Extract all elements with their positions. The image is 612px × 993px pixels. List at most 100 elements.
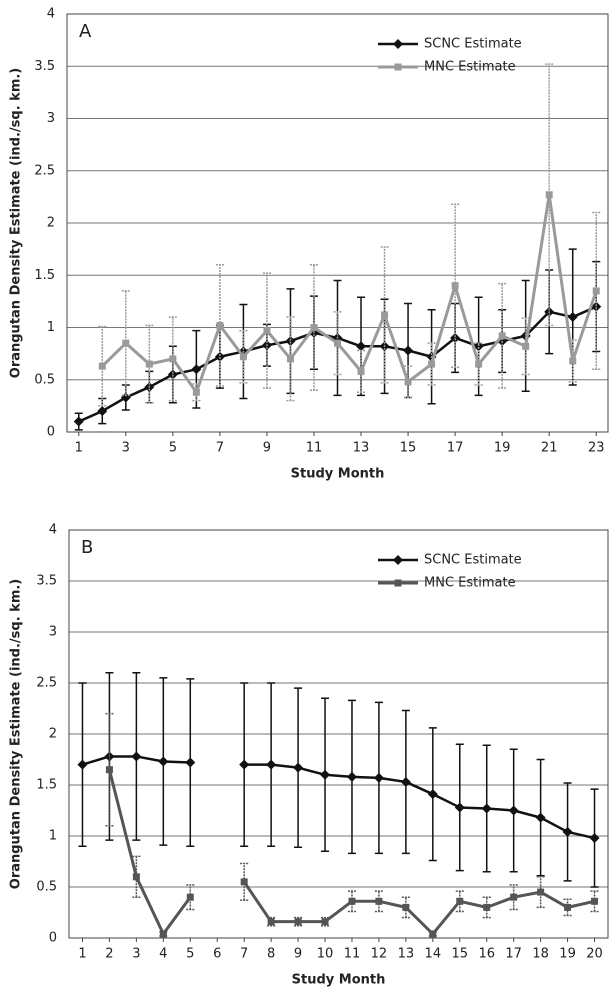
- series-line: [101, 193, 598, 394]
- x-tick-label: 1: [75, 441, 83, 456]
- y-tick-label: 1: [49, 829, 57, 844]
- series-line: [82, 755, 595, 840]
- data-point: [98, 362, 106, 370]
- x-tick-label: 5: [169, 441, 177, 456]
- data-point: [240, 878, 248, 886]
- legend-label: MNC Estimate: [424, 60, 516, 75]
- data-point: [373, 772, 384, 783]
- data-point: [285, 336, 296, 347]
- data-point: [454, 802, 465, 813]
- x-tick-label: 17: [505, 947, 522, 962]
- data-point: [122, 339, 130, 347]
- data-point: [592, 287, 600, 295]
- data-point: [357, 367, 365, 375]
- x-tick-label: 9: [263, 441, 271, 456]
- data-point: [545, 191, 553, 199]
- data-point: [569, 357, 577, 365]
- y-tick-label: 1.5: [36, 778, 57, 793]
- x-tick-label: 4: [159, 947, 167, 962]
- y-tick-label: 4: [47, 7, 55, 22]
- error-bar: [145, 324, 154, 404]
- y-tick-label: 2: [47, 216, 55, 231]
- x-tick-label: 19: [494, 441, 511, 456]
- x-tick-label: 18: [532, 947, 549, 962]
- x-tick-label: 12: [371, 947, 388, 962]
- x-tick-label: 19: [559, 947, 576, 962]
- error-bar: [168, 316, 177, 402]
- plot-frame: [66, 13, 609, 433]
- y-tick-label: 0: [47, 425, 55, 440]
- data-point: [346, 771, 357, 782]
- plot-frame: [68, 529, 609, 939]
- panel-label: B: [81, 537, 93, 558]
- x-tick-label: 13: [398, 947, 415, 962]
- error-bar: [474, 342, 483, 386]
- x-tick-label: 15: [452, 947, 469, 962]
- error-bar: [563, 898, 572, 917]
- y-axis-label: Orangutan Density Estimate (ind./sq. km.…: [9, 68, 24, 378]
- data-point: [562, 826, 573, 837]
- error-bar: [286, 316, 295, 402]
- y-tick-label: 0.5: [34, 372, 55, 387]
- data-point: [483, 903, 491, 911]
- data-point: [567, 312, 578, 323]
- data-point: [400, 776, 411, 787]
- data-point: [564, 903, 572, 911]
- y-axis-label: Orangutan Density Estimate (ind./sq. km.…: [9, 579, 24, 889]
- y-tick-label: 1: [47, 320, 55, 335]
- y-tick-label: 4: [49, 523, 57, 538]
- y-tick-label: 1.5: [34, 268, 55, 283]
- x-tick-label: 6: [213, 947, 221, 962]
- data-point: [132, 873, 140, 881]
- series-line: [107, 769, 595, 936]
- data-point: [321, 918, 329, 926]
- panel-label: A: [79, 21, 92, 42]
- data-point: [375, 897, 383, 905]
- data-point: [535, 812, 546, 823]
- data-point: [450, 332, 461, 343]
- data-point: [158, 756, 169, 767]
- data-point: [381, 311, 389, 319]
- data-point: [267, 918, 275, 926]
- data-point: [429, 930, 437, 938]
- data-point: [310, 324, 318, 331]
- legend-marker: [394, 579, 402, 587]
- data-point: [266, 759, 277, 770]
- data-point: [334, 339, 341, 347]
- error-bar: [239, 329, 248, 384]
- data-point: [239, 353, 247, 361]
- data-point: [169, 355, 177, 363]
- y-tick-label: 3.5: [34, 59, 55, 74]
- data-point: [216, 321, 224, 329]
- data-point: [131, 751, 142, 762]
- x-tick-label: 21: [541, 441, 558, 456]
- x-tick-label: 13: [353, 441, 370, 456]
- data-point: [508, 805, 519, 816]
- data-point: [167, 369, 178, 380]
- error-bar: [309, 264, 318, 391]
- y-tick-label: 0.5: [36, 880, 57, 895]
- data-point: [191, 364, 202, 375]
- x-tick-label: 16: [478, 947, 495, 962]
- data-point: [427, 789, 438, 800]
- data-point: [186, 893, 194, 901]
- x-axis-label: Study Month: [292, 973, 386, 988]
- data-point: [481, 803, 492, 814]
- x-tick-label: 3: [122, 441, 130, 456]
- data-point: [404, 378, 412, 386]
- legend-marker: [393, 555, 403, 565]
- legend-marker: [393, 39, 403, 49]
- x-tick-label: 8: [267, 947, 275, 962]
- data-point: [537, 888, 545, 896]
- y-tick-label: 2.5: [34, 163, 55, 178]
- data-point: [451, 282, 459, 290]
- data-point: [510, 893, 518, 901]
- x-tick-label: 2: [105, 947, 113, 962]
- x-tick-label: 11: [344, 947, 361, 962]
- y-tick-label: 2.5: [36, 676, 57, 691]
- data-point: [286, 355, 294, 363]
- x-tick-label: 15: [400, 441, 417, 456]
- data-point: [73, 416, 84, 427]
- y-tick-label: 3: [47, 111, 55, 126]
